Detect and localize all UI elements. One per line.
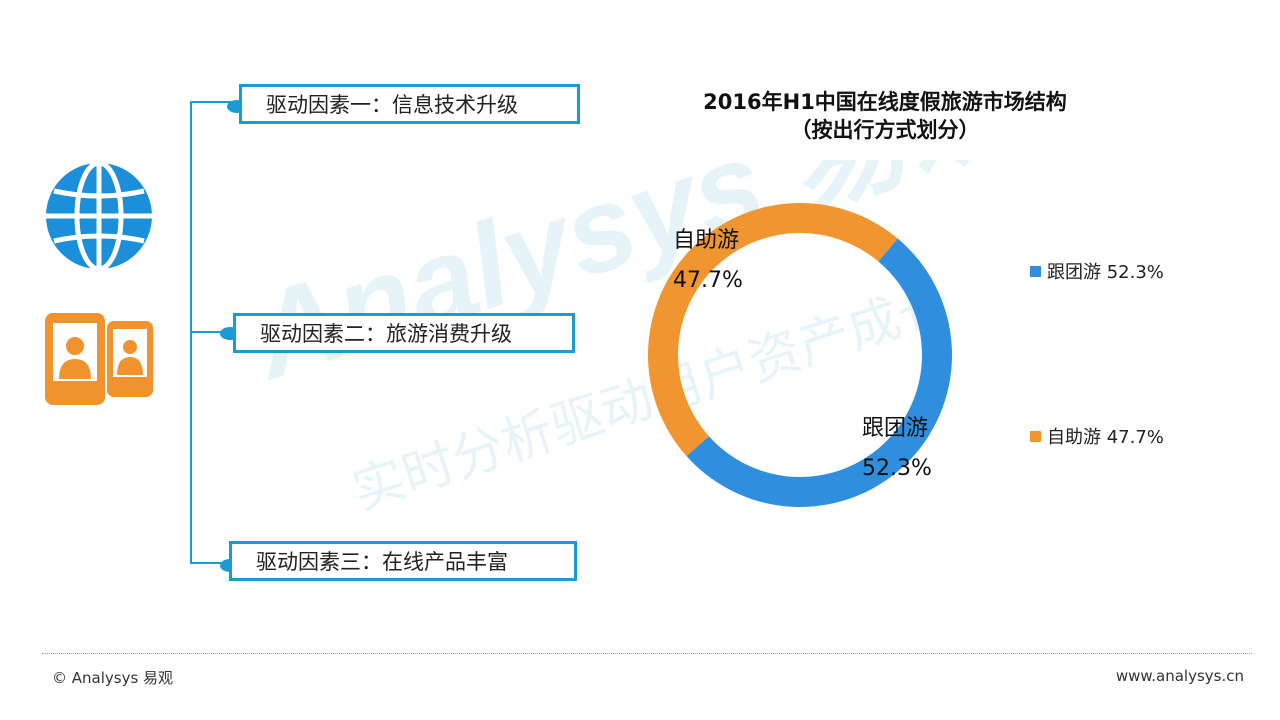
legend-item-1: 跟团游 52.3% [1030,258,1164,284]
slice-name-label-1: 跟团游 [862,416,928,441]
driver-box-2: 驱动因素二：旅游消费升级 [233,313,575,353]
chart-subtitle: （按出行方式划分） [790,118,980,142]
slice-value-label-1: 52.3% [862,456,932,481]
driver-label-2: 驱动因素二：旅游消费升级 [260,322,512,346]
mobile-users-icon [45,313,153,405]
donut-chart: 跟团游 52.3% 自助游 47.7% [648,203,952,507]
slice-value-label-2: 47.7% [673,268,743,293]
footer-divider [42,653,1252,654]
legend-swatch-1 [1030,265,1041,277]
donut-slice-2 [648,203,898,457]
driver-branch-1 [190,101,240,103]
legend-label-1: 跟团游 52.3% [1047,262,1164,283]
slice-name-label-2: 自助游 [673,228,739,253]
driver-label-1: 驱动因素一：信息技术升级 [266,93,518,117]
footer-url[interactable]: www.analysys.cn [1115,667,1244,685]
legend-label-2: 自助游 47.7% [1047,427,1164,448]
legend-swatch-2 [1030,430,1041,442]
chart-title: 2016年H1中国在线度假旅游市场结构 [703,90,1067,114]
globe-icon [46,161,152,271]
chart-title-block: 2016年H1中国在线度假旅游市场结构 （按出行方式划分） [640,88,1130,144]
driver-label-3: 驱动因素三：在线产品丰富 [256,550,508,574]
footer-copyright: © Analysys 易观 [52,669,174,687]
legend-item-2: 自助游 47.7% [1030,423,1164,449]
driver-box-1: 驱动因素一：信息技术升级 [239,84,580,124]
driver-box-3: 驱动因素三：在线产品丰富 [229,541,577,581]
driver-branch-3 [190,562,230,564]
driver-branch-2 [190,331,234,333]
